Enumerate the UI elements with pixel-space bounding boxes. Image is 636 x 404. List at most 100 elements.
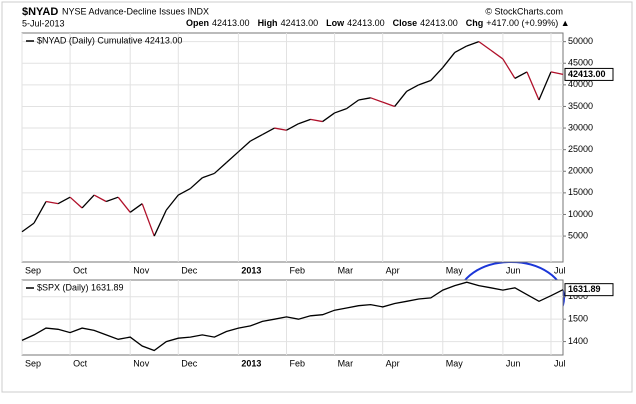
line-segment xyxy=(406,84,420,92)
index-name: NYSE Advance-Decline Issues INDX xyxy=(62,6,209,16)
line-segment xyxy=(478,41,492,51)
y-tick-label: 10000 xyxy=(568,209,593,219)
y-tick-label: 1500 xyxy=(568,314,588,324)
quote-value: +417.00 (+0.99%) ▲ xyxy=(486,18,569,28)
line-segment xyxy=(346,99,360,110)
x-tick-label: Dec xyxy=(181,358,198,368)
y-tick-label: 5000 xyxy=(568,230,588,240)
last-value-label: 42413.00 xyxy=(568,69,606,79)
y-tick-label: 15000 xyxy=(568,187,593,197)
x-tick-label: Feb xyxy=(289,358,305,368)
legend-label: $SPX (Daily) 1631.89 xyxy=(37,282,124,292)
quote-label: Open xyxy=(186,18,209,28)
line-segment xyxy=(165,194,179,211)
y-tick-label: 1600 xyxy=(568,291,588,301)
line-segment xyxy=(129,203,143,213)
x-tick-label: May xyxy=(446,358,464,368)
line-segment xyxy=(117,196,131,213)
y-tick-label: 40000 xyxy=(568,79,593,89)
line-segment xyxy=(69,196,83,209)
line-segment xyxy=(358,97,371,101)
x-tick-label: May xyxy=(446,265,464,275)
quote-value: 42413.00 xyxy=(281,18,319,28)
line-segment xyxy=(370,97,383,103)
y-tick-label: 1400 xyxy=(568,336,588,346)
y-tick-label: 25000 xyxy=(568,144,593,154)
y-tick-label: 20000 xyxy=(568,166,593,176)
x-tick-label: Jun xyxy=(506,358,521,368)
line-segment xyxy=(189,177,203,190)
line-segment xyxy=(514,71,528,79)
line-segment xyxy=(57,196,71,205)
last-value-label: 1631.89 xyxy=(568,284,601,294)
line-segment xyxy=(21,222,35,233)
line-segment xyxy=(105,196,119,203)
y-tick-label: 45000 xyxy=(568,58,593,68)
symbol: $NYAD xyxy=(22,6,58,18)
line-segment xyxy=(81,194,95,209)
line-segment xyxy=(225,151,239,164)
line-segment xyxy=(153,209,167,237)
line-segment xyxy=(250,133,263,142)
line-segment xyxy=(298,118,311,125)
line-segment xyxy=(550,71,564,76)
line-segment xyxy=(237,140,251,153)
line-segment xyxy=(33,201,47,224)
x-tick-label: Jul xyxy=(554,265,566,275)
line-segment xyxy=(202,172,215,179)
line-segment xyxy=(382,101,395,108)
y-tick-label: 30000 xyxy=(568,122,593,132)
last-value-box xyxy=(564,283,614,297)
line-segment xyxy=(45,200,59,205)
x-tick-label: Nov xyxy=(133,358,150,368)
line-segment xyxy=(213,162,227,174)
line-segment xyxy=(322,112,335,123)
x-tick-label: Nov xyxy=(133,265,150,275)
line-segment xyxy=(274,127,287,131)
x-tick-label: 2013 xyxy=(241,358,261,368)
x-tick-label: Jun xyxy=(506,265,521,275)
line-segment xyxy=(538,71,552,101)
source: © StockCharts.com xyxy=(485,6,563,16)
line-segment xyxy=(262,127,275,136)
quote-label: Low xyxy=(326,18,345,28)
x-tick-label: Apr xyxy=(386,265,400,275)
x-tick-label: Sep xyxy=(25,265,41,275)
line-segment xyxy=(93,194,107,203)
quote-value: 42413.00 xyxy=(420,18,458,28)
line-segment xyxy=(454,45,468,54)
line-segment xyxy=(394,90,408,107)
x-tick-label: Jul xyxy=(554,358,566,368)
last-value-box xyxy=(564,67,614,81)
quote-label: Close xyxy=(393,18,418,28)
line-segment xyxy=(418,79,431,86)
line-segment xyxy=(442,52,456,68)
x-tick-label: Apr xyxy=(386,358,400,368)
line-segment xyxy=(141,203,155,237)
line-segment xyxy=(466,41,480,47)
x-tick-label: Mar xyxy=(338,358,354,368)
y-tick-label: 50000 xyxy=(568,36,593,46)
line-segment xyxy=(286,123,299,131)
line-segment xyxy=(430,67,444,81)
line-segment xyxy=(310,118,323,123)
quote-value: 42413.00 xyxy=(347,18,385,28)
x-tick-label: Oct xyxy=(73,358,88,368)
date: 5-Jul-2013 xyxy=(22,18,65,28)
y-tick-label: 35000 xyxy=(568,101,593,111)
line-segment xyxy=(490,49,504,60)
x-tick-label: Dec xyxy=(181,265,198,275)
x-tick-label: Mar xyxy=(338,265,354,275)
x-tick-label: 2013 xyxy=(241,265,261,275)
line-segment xyxy=(526,71,540,101)
x-tick-label: Feb xyxy=(289,265,305,275)
quote-label: High xyxy=(258,18,278,28)
line xyxy=(21,281,564,352)
quote-label: Chg xyxy=(466,18,484,28)
legend-label: $NYAD (Daily) Cumulative 42413.00 xyxy=(37,35,182,45)
quote: Open 42413.00 High 42413.00 Low 42413.00 Close… xyxy=(186,18,570,28)
line-segment xyxy=(334,108,347,114)
quote-value: 42413.00 xyxy=(212,18,250,28)
